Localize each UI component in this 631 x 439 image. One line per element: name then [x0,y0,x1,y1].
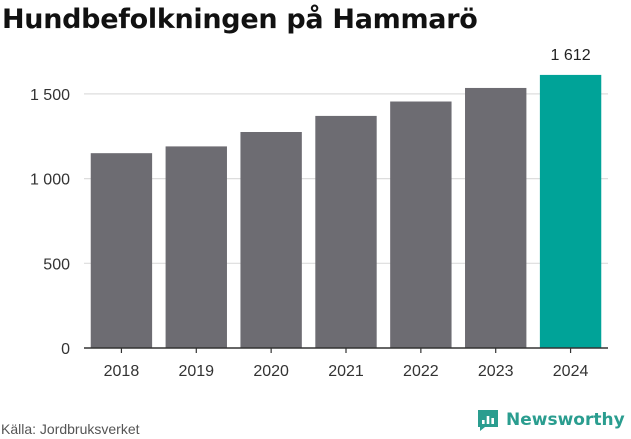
y-tick-label: 500 [43,256,70,273]
y-tick-label: 1 500 [30,87,70,104]
bars [90,74,602,348]
bar [240,132,302,348]
brand-logo: Newsworthy [476,408,625,432]
bar [315,115,377,348]
annotations: 1 612 [551,47,591,64]
x-tick-label: 2019 [178,363,214,380]
bar [390,101,452,348]
x-tick-label: 2018 [104,363,140,380]
brand-name: Newsworthy [506,410,625,430]
newsworthy-logo-icon [478,410,498,431]
data-label: 1 612 [551,47,591,64]
x-tick-label: 2023 [478,363,514,380]
x-tick-label: 2020 [253,363,289,380]
x-tick-label: 2022 [403,363,439,380]
x-tick-label: 2021 [328,363,364,380]
bar [465,87,527,348]
x-tick-label: 2024 [553,363,589,380]
source-note: Källa: Jordbruksverket [1,421,140,437]
x-axis-ticks: 2018 2019 2020 2021 2022 2023 2024 [104,348,589,380]
y-axis-ticks: 0 500 1 000 1 500 [30,87,70,358]
chart-title: Hundbefolkningen på Hammarö [2,4,478,35]
bar [165,146,227,348]
y-tick-label: 1 000 [30,172,70,189]
y-tick-label: 0 [61,341,70,358]
bar [539,74,602,348]
bar [90,153,153,348]
